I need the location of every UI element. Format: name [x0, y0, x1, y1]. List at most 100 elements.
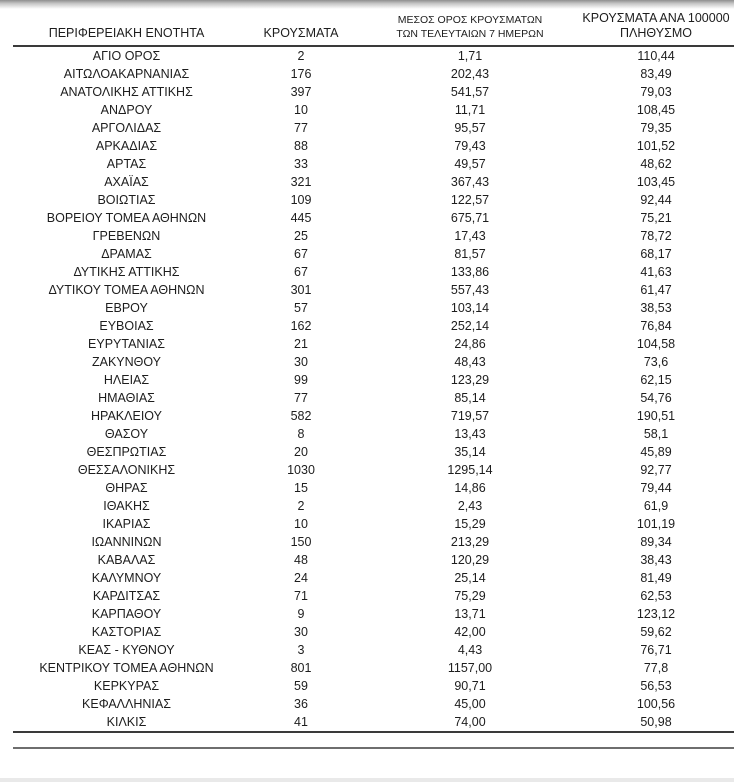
per100k-cell: 77,8 — [643, 661, 669, 675]
page-bottom-strip — [0, 778, 734, 782]
region-cell: ΗΜΑΘΙΑΣ — [98, 391, 155, 405]
cases-cell: 67 — [294, 265, 308, 279]
table-row: ΚΑΡΠΑΘΟΥ 9 13,71 123,12 — [13, 605, 734, 623]
avg7-cell: 1157,00 — [447, 661, 493, 675]
table-row: ΚΕΝΤΡΙΚΟΥ ΤΟΜΕΑ ΑΘΗΝΩΝ 801 1157,00 77,8 — [13, 659, 734, 677]
region-cell: ΒΟΙΩΤΙΑΣ — [97, 193, 156, 207]
bottom-horizontal-rule — [13, 747, 734, 749]
table-row: ΗΛΕΙΑΣ 99 123,29 62,15 — [13, 371, 734, 389]
cases-cell: 41 — [294, 715, 308, 729]
cases-by-region-table: ΠΕΡΙΦΕΡΕΙΑΚΗ ΕΝΟΤΗΤΑ ΚΡΟΥΣΜΑΤΑ ΜΕΣΟΣ ΟΡΟ… — [13, 8, 734, 733]
per100k-cell: 68,17 — [640, 247, 672, 261]
per100k-cell: 73,6 — [643, 355, 669, 369]
region-cell: ΑΝΔΡΟΥ — [100, 103, 153, 117]
column-header-region: ΠΕΡΙΦΕΡΕΙΑΚΗ ΕΝΟΤΗΤΑ — [13, 8, 240, 47]
per100k-cell: 78,72 — [640, 229, 672, 243]
column-header-region-label: ΠΕΡΙΦΕΡΕΙΑΚΗ ΕΝΟΤΗΤΑ — [48, 26, 205, 40]
avg7-cell: 133,86 — [450, 265, 490, 279]
per100k-cell: 123,12 — [636, 607, 676, 621]
region-cell: ΙΚΑΡΙΑΣ — [102, 517, 151, 531]
avg7-cell: 24,86 — [454, 337, 486, 351]
table-row: ΘΑΣΟΥ 8 13,43 58,1 — [13, 425, 734, 443]
avg7-cell: 95,57 — [454, 121, 486, 135]
cases-cell: 321 — [290, 175, 312, 189]
avg7-cell: 79,43 — [454, 139, 486, 153]
cases-cell: 2 — [297, 499, 305, 513]
per100k-cell: 62,15 — [640, 373, 672, 387]
table-row: ΒΟΙΩΤΙΑΣ 109 122,57 92,44 — [13, 191, 734, 209]
avg7-cell: 14,86 — [454, 481, 486, 495]
per100k-cell: 79,35 — [640, 121, 672, 135]
avg7-cell: 13,71 — [454, 607, 486, 621]
avg7-cell: 25,14 — [454, 571, 486, 585]
per100k-cell: 81,49 — [640, 571, 672, 585]
avg7-cell: 719,57 — [450, 409, 490, 423]
per100k-cell: 75,21 — [640, 211, 672, 225]
per100k-cell: 61,47 — [640, 283, 672, 297]
per100k-cell: 92,44 — [640, 193, 672, 207]
cases-cell: 48 — [294, 553, 308, 567]
per100k-cell: 103,45 — [636, 175, 676, 189]
cases-cell: 397 — [290, 85, 312, 99]
per100k-cell: 101,52 — [636, 139, 676, 153]
table-row: ΚΑΡΔΙΤΣΑΣ 71 75,29 62,53 — [13, 587, 734, 605]
region-cell: ΗΛΕΙΑΣ — [103, 373, 150, 387]
per100k-cell: 108,45 — [636, 103, 676, 117]
per100k-cell: 45,89 — [640, 445, 672, 459]
per100k-cell: 41,63 — [640, 265, 672, 279]
region-cell: ΚΕΑΣ - ΚΥΘΝΟΥ — [78, 643, 175, 657]
cases-cell: 25 — [294, 229, 308, 243]
column-header-7day-average: ΜΕΣΟΣ ΟΡΟΣ ΚΡΟΥΣΜΑΤΩΝ ΤΩΝ ΤΕΛΕΥΤΑΙΩΝ 7 Η… — [362, 8, 578, 47]
region-cell: ΕΒΡΟΥ — [105, 301, 148, 315]
avg7-cell: 42,00 — [454, 625, 486, 639]
cases-cell: 21 — [294, 337, 308, 351]
region-cell: ΘΕΣΣΑΛΟΝΙΚΗΣ — [77, 463, 176, 477]
avg7-cell: 1295,14 — [447, 463, 493, 477]
per100k-cell: 79,03 — [640, 85, 672, 99]
avg7-cell: 122,57 — [450, 193, 490, 207]
per100k-cell: 79,44 — [640, 481, 672, 495]
per100k-cell: 38,53 — [640, 301, 672, 315]
table-row: ΙΩΑΝΝΙΝΩΝ 150 213,29 89,34 — [13, 533, 734, 551]
region-cell: ΔΥΤΙΚΗΣ ΑΤΤΙΚΗΣ — [73, 265, 180, 279]
avg7-cell: 202,43 — [450, 67, 490, 81]
table-row: ΚΕΦΑΛΛΗΝΙΑΣ 36 45,00 100,56 — [13, 695, 734, 713]
cases-cell: 3 — [297, 643, 305, 657]
table-row: ΑΝΔΡΟΥ 10 11,71 108,45 — [13, 101, 734, 119]
per100k-cell: 110,44 — [637, 49, 675, 63]
avg7-cell: 15,29 — [454, 517, 486, 531]
column-header-cases: ΚΡΟΥΣΜΑΤΑ — [240, 8, 362, 47]
region-cell: ΚΑΣΤΟΡΙΑΣ — [91, 625, 162, 639]
table-row: ΚΙΛΚΙΣ 41 74,00 50,98 — [13, 713, 734, 732]
region-cell: ΗΡΑΚΛΕΙΟΥ — [91, 409, 162, 423]
avg7-cell: 45,00 — [454, 697, 486, 711]
cases-cell: 801 — [290, 661, 312, 675]
table-row: ΔΡΑΜΑΣ 67 81,57 68,17 — [13, 245, 734, 263]
table-body: ΑΓΙΟ ΟΡΟΣ 2 1,71 110,44 ΑΙΤΩΛΟΑΚΑΡΝΑΝΙΑΣ… — [13, 46, 734, 732]
table-row: ΒΟΡΕΙΟΥ ΤΟΜΕΑ ΑΘΗΝΩΝ 445 675,71 75,21 — [13, 209, 734, 227]
region-cell: ΕΥΡΥΤΑΝΙΑΣ — [88, 337, 165, 351]
table-row: ΔΥΤΙΚΟΥ ΤΟΜΕΑ ΑΘΗΝΩΝ 301 557,43 61,47 — [13, 281, 734, 299]
cases-cell: 150 — [290, 535, 312, 549]
region-cell: ΑΡΓΟΛΙΔΑΣ — [91, 121, 162, 135]
table-row: ΚΕΡΚΥΡΑΣ 59 90,71 56,53 — [13, 677, 734, 695]
cases-cell: 8 — [297, 427, 305, 441]
per100k-cell: 56,53 — [640, 679, 672, 693]
column-header-cases-label: ΚΡΟΥΣΜΑΤΑ — [263, 26, 339, 40]
per100k-cell: 54,76 — [640, 391, 672, 405]
avg7-cell: 252,14 — [450, 319, 490, 333]
cases-cell: 30 — [294, 355, 308, 369]
table-row: ΚΑΣΤΟΡΙΑΣ 30 42,00 59,62 — [13, 623, 734, 641]
region-cell: ΙΩΑΝΝΙΝΩΝ — [91, 535, 162, 549]
avg7-cell: 35,14 — [454, 445, 486, 459]
avg7-cell: 213,29 — [450, 535, 490, 549]
avg7-cell: 103,14 — [450, 301, 490, 315]
avg7-cell: 123,29 — [450, 373, 490, 387]
cases-cell: 20 — [294, 445, 308, 459]
table-row: ΚΕΑΣ - ΚΥΘΝΟΥ 3 4,43 76,71 — [13, 641, 734, 659]
per100k-cell: 48,62 — [640, 157, 672, 171]
table-row: ΔΥΤΙΚΗΣ ΑΤΤΙΚΗΣ 67 133,86 41,63 — [13, 263, 734, 281]
per100k-cell: 76,84 — [640, 319, 672, 333]
avg7-cell: 541,57 — [450, 85, 490, 99]
cases-cell: 57 — [294, 301, 308, 315]
